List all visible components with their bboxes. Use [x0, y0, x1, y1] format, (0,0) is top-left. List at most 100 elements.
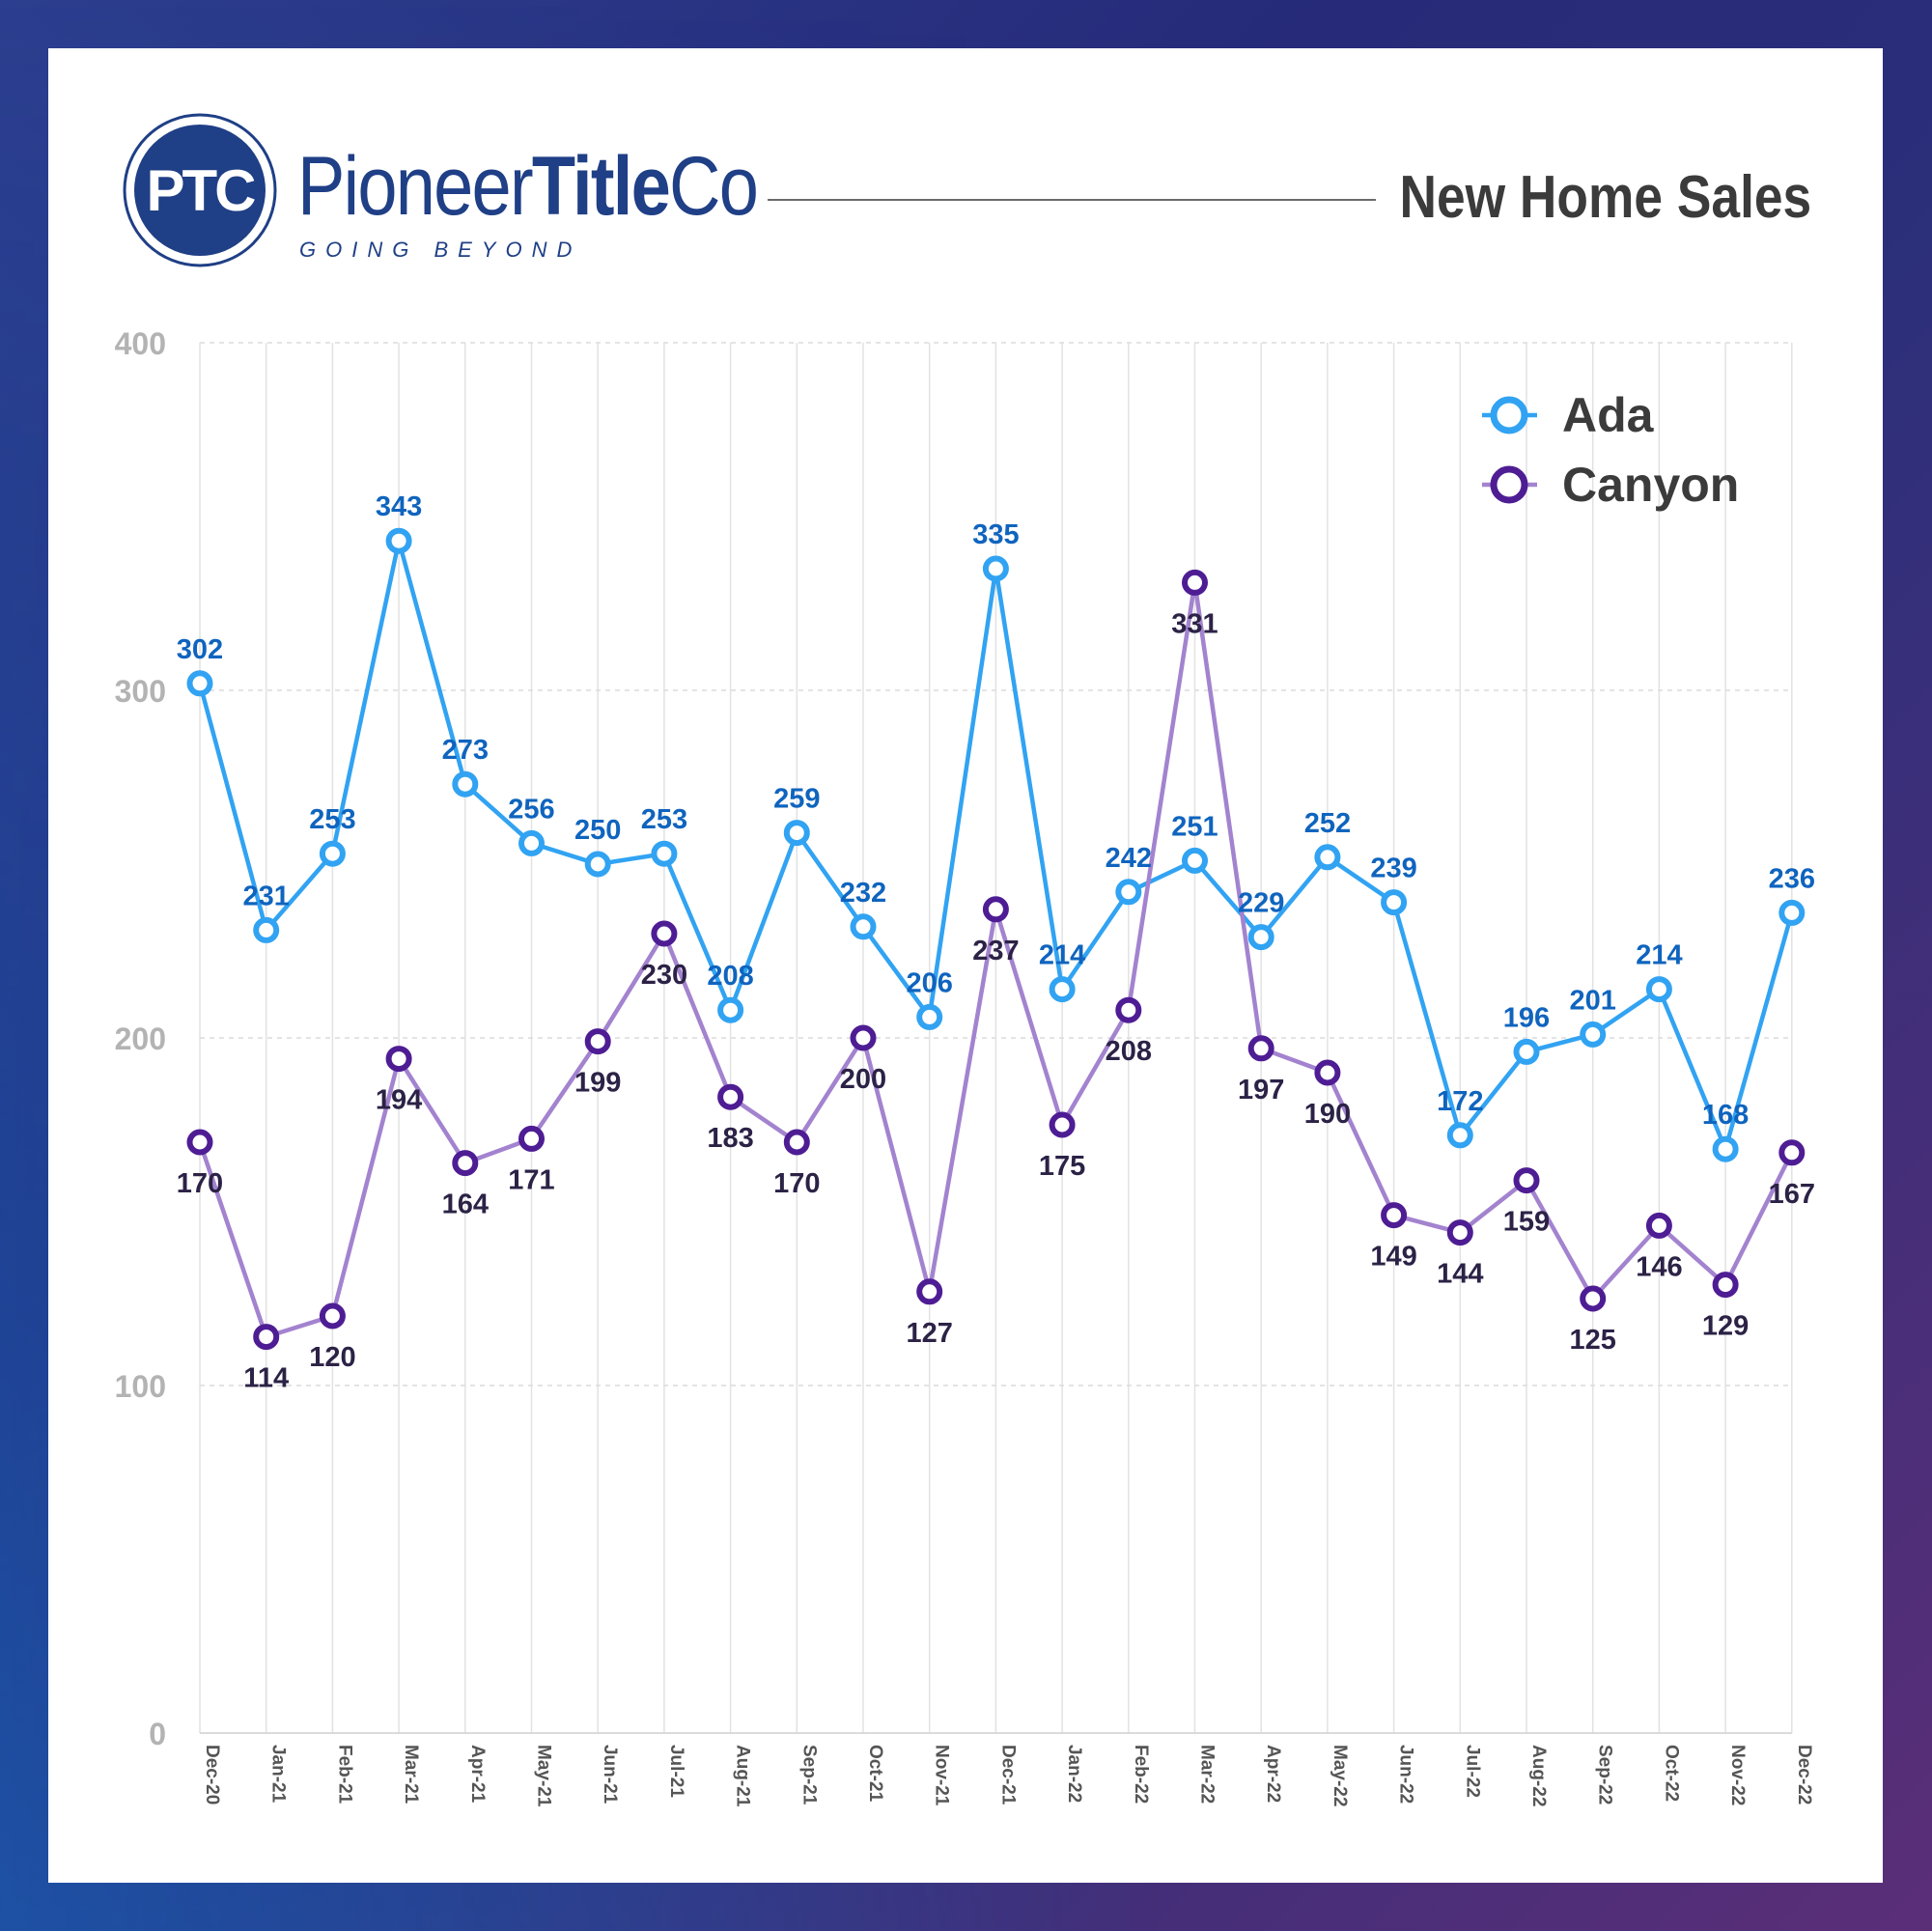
- legend-label-ada: Ada: [1562, 388, 1655, 442]
- data-label-canyon: 230: [641, 960, 687, 991]
- x-tick-label: Sep-22: [1595, 1745, 1615, 1805]
- page-title: New Home Sales: [1399, 164, 1811, 231]
- data-label-ada: 196: [1503, 1002, 1550, 1033]
- data-label-canyon: 194: [376, 1085, 422, 1116]
- data-point-ada: [1513, 1038, 1540, 1065]
- x-axis: Dec-20 Jan-21 Feb-21 Mar-21 Apr-21 May-21 Jun-…: [200, 1732, 1814, 1807]
- x-tick-label: Jun-21: [600, 1745, 620, 1805]
- brand-part-1: Pioneer: [297, 140, 534, 233]
- data-label-ada: 229: [1238, 888, 1284, 919]
- data-point-canyon: [385, 1046, 412, 1073]
- data-label-canyon: 144: [1437, 1259, 1483, 1290]
- y-tick-label: 100: [115, 1369, 166, 1404]
- data-point-ada: [186, 670, 213, 697]
- data-point-canyon: [1115, 996, 1142, 1023]
- data-point-canyon: [1049, 1111, 1076, 1138]
- y-tick-label: 0: [149, 1717, 166, 1751]
- data-label-ada: 208: [707, 961, 753, 992]
- grid-lines: [199, 342, 1793, 1733]
- data-label-ada: 168: [1702, 1100, 1749, 1131]
- data-point-canyon: [186, 1129, 213, 1156]
- brand-part-2: Title: [531, 140, 671, 233]
- x-tick-label: Feb-22: [1131, 1745, 1151, 1804]
- data-point-canyon: [1182, 569, 1208, 596]
- data-label-canyon: 146: [1636, 1251, 1682, 1282]
- data-label-ada: 302: [177, 634, 223, 665]
- data-point-ada: [1049, 976, 1076, 1003]
- data-point-ada: [584, 851, 611, 878]
- data-label-ada: 214: [1636, 940, 1682, 971]
- data-point-ada: [916, 1003, 943, 1030]
- legend-marker-ada: [1490, 396, 1528, 434]
- brand-name: PioneerTitleCo: [297, 145, 759, 228]
- data-label-canyon: 199: [574, 1068, 621, 1099]
- legend-label-canyon: Canyon: [1562, 458, 1739, 512]
- data-label-canyon: 197: [1238, 1075, 1284, 1105]
- data-label-canyon: 125: [1570, 1325, 1616, 1356]
- data-point-canyon: [783, 1129, 810, 1156]
- data-point-canyon: [850, 1024, 877, 1051]
- data-point-canyon: [916, 1278, 943, 1305]
- x-tick-label: Mar-21: [401, 1745, 421, 1805]
- x-tick-label: Jul-22: [1462, 1745, 1482, 1798]
- data-point-ada: [651, 840, 678, 867]
- data-point-canyon: [1314, 1059, 1341, 1086]
- data-point-canyon: [651, 920, 678, 947]
- data-label-canyon: 149: [1370, 1242, 1416, 1273]
- data-label-ada: 343: [376, 491, 422, 522]
- data-point-ada: [1446, 1122, 1473, 1149]
- data-point-ada: [1712, 1135, 1739, 1162]
- data-label-ada: 253: [641, 804, 687, 835]
- data-point-canyon: [253, 1324, 280, 1351]
- data-point-ada: [1580, 1021, 1607, 1048]
- x-tick-label: Oct-21: [865, 1745, 885, 1803]
- x-tick-label: Jan-22: [1064, 1745, 1084, 1803]
- data-point-ada: [319, 840, 346, 867]
- data-label-canyon: 200: [840, 1064, 886, 1095]
- data-point-canyon: [518, 1125, 545, 1152]
- data-label-ada: 231: [243, 881, 290, 911]
- data-point-canyon: [1247, 1035, 1274, 1062]
- data-point-ada: [717, 996, 744, 1023]
- data-label-ada: 206: [907, 967, 953, 998]
- x-tick-label: Dec-21: [997, 1745, 1018, 1805]
- data-label-ada: 242: [1106, 843, 1152, 874]
- data-label-ada: 252: [1304, 808, 1351, 839]
- data-label-ada: 256: [508, 794, 554, 825]
- data-label-canyon: 190: [1304, 1099, 1351, 1130]
- data-label-canyon: 120: [309, 1342, 355, 1373]
- data-point-ada: [982, 555, 1009, 582]
- x-tick-label: Apr-22: [1263, 1745, 1283, 1803]
- data-point-ada: [1314, 844, 1341, 871]
- data-label-ada: 239: [1370, 854, 1416, 884]
- data-point-canyon: [1778, 1139, 1806, 1166]
- data-label-canyon: 170: [177, 1168, 223, 1199]
- data-point-canyon: [1513, 1167, 1540, 1194]
- data-label-ada: 259: [773, 784, 820, 815]
- data-point-canyon: [452, 1150, 479, 1177]
- data-point-ada: [1115, 879, 1142, 906]
- data-labels: 302 231 253 343 273 256 250 253 208 259 232 206 335 2…: [177, 491, 1815, 1393]
- data-label-ada: 232: [840, 878, 886, 909]
- x-tick-label: Nov-22: [1727, 1745, 1748, 1805]
- data-label-ada: 335: [972, 519, 1019, 550]
- data-point-canyon: [982, 896, 1009, 923]
- data-label-canyon: 127: [907, 1318, 953, 1349]
- series-markers: [186, 527, 1806, 1351]
- x-tick-label: Oct-22: [1661, 1745, 1681, 1802]
- x-tick-label: Jun-22: [1396, 1745, 1416, 1804]
- data-point-ada: [783, 820, 810, 847]
- data-point-ada: [452, 770, 479, 798]
- x-tick-label: Dec-20: [202, 1745, 222, 1805]
- x-tick-label: Aug-21: [733, 1745, 753, 1807]
- data-label-ada: 273: [442, 735, 489, 766]
- data-label-canyon: 129: [1702, 1311, 1749, 1342]
- data-point-ada: [253, 916, 280, 943]
- data-label-canyon: 175: [1039, 1151, 1085, 1182]
- x-tick-label: Aug-22: [1528, 1745, 1549, 1806]
- data-point-canyon: [584, 1028, 611, 1055]
- brand-part-3: Co: [668, 140, 759, 233]
- data-label-ada: 250: [574, 815, 621, 846]
- x-tick-label: Apr-21: [467, 1745, 488, 1804]
